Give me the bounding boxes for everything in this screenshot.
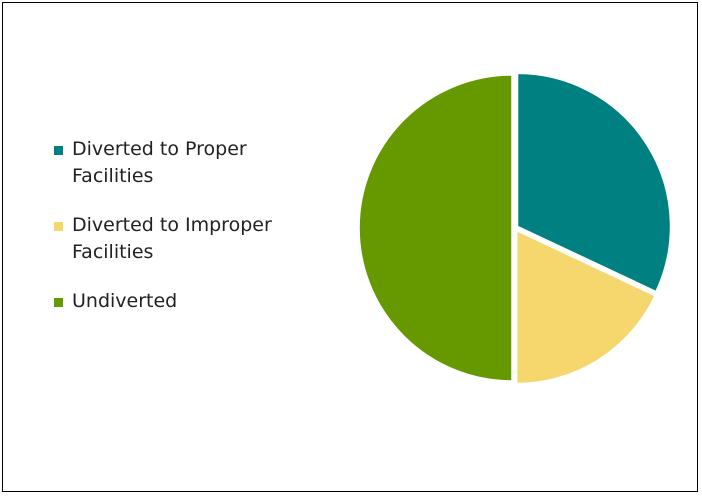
legend: Diverted to Proper Facilities Diverted to… [54,136,294,337]
legend-swatch [54,222,63,231]
legend-item: Diverted to Improper Facilities [54,212,294,266]
pie-slice [516,72,672,293]
pie-slice [515,229,657,385]
legend-label: Undiverted [72,290,178,312]
pie-slice [358,74,513,382]
legend-item: Undiverted [54,288,294,315]
legend-swatch [54,146,63,155]
chart-frame [2,2,698,492]
legend-item: Diverted to Proper Facilities [54,136,294,190]
legend-label: Diverted to Improper Facilities [72,214,272,263]
legend-label: Diverted to Proper Facilities [72,138,247,187]
legend-swatch [54,298,63,307]
